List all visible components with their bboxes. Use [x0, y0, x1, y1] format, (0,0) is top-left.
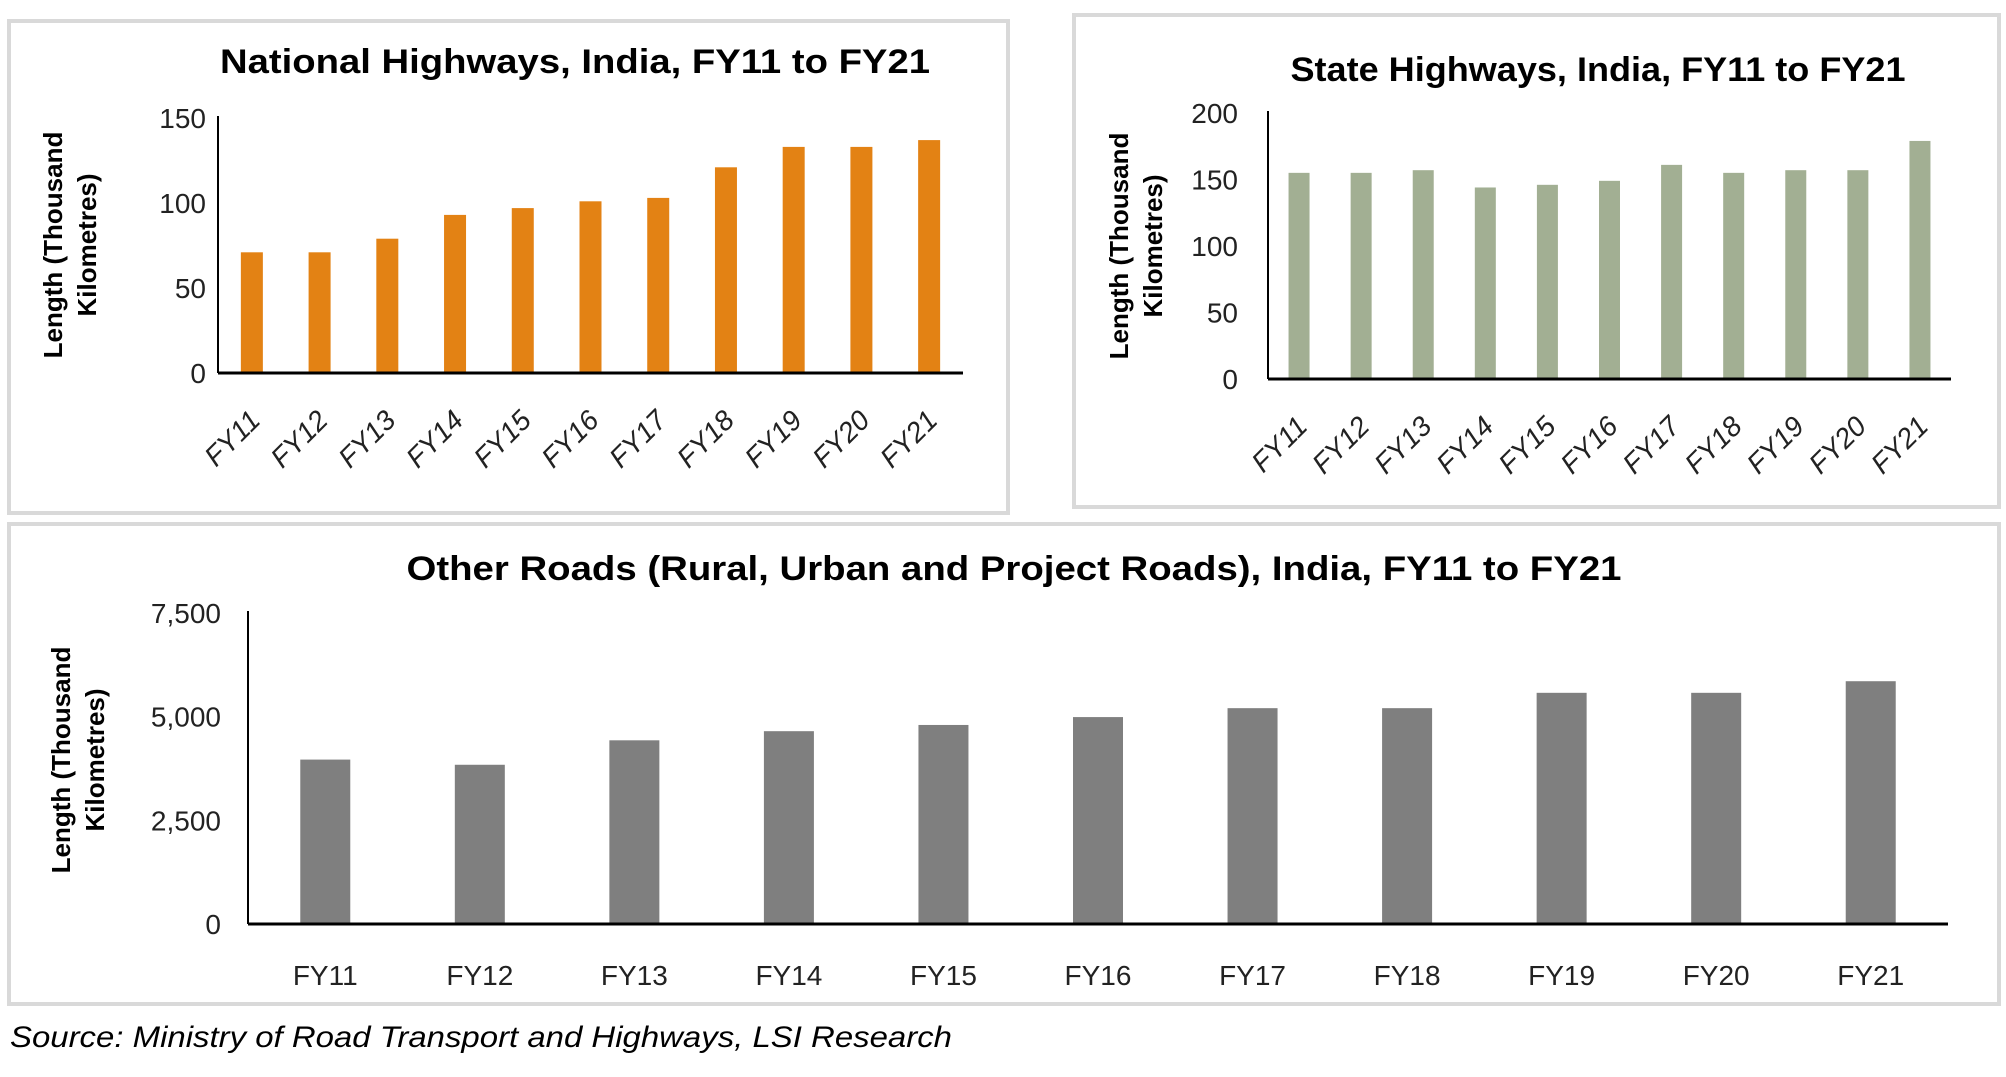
y-tick-label: 100 [1191, 231, 1238, 262]
bar-fy20 [1847, 170, 1869, 379]
bar-fy14 [1474, 187, 1496, 379]
bar-fy18 [714, 167, 737, 373]
source-note: Source: Ministry of Road Transport and H… [10, 1021, 952, 1054]
x-tick-label: FY12 [446, 960, 513, 991]
bar-fy19 [1785, 170, 1807, 379]
x-tick-label: FY15 [910, 960, 977, 991]
x-tick-label: FY14 [755, 960, 822, 991]
bar-fy16 [1073, 717, 1123, 924]
chart-title: State Highways, India, FY11 to FY21 [1291, 51, 1906, 89]
x-tick-label: FY19 [1528, 960, 1595, 991]
y-tick-label: 0 [205, 909, 221, 940]
bar-fy16 [1599, 180, 1620, 379]
bar-fy11 [1288, 172, 1310, 379]
bar-fy15 [918, 724, 969, 924]
bar-fy13 [376, 238, 399, 373]
bar-fy14 [444, 214, 467, 373]
bar-fy15 [511, 208, 534, 373]
y-tick-label: 7,500 [151, 598, 221, 629]
bar-fy20 [850, 146, 873, 373]
bar-fy12 [1350, 172, 1372, 379]
x-tick-label: FY13 [601, 960, 668, 991]
y-tick-label: 0 [190, 358, 206, 389]
y-tick-label: 200 [1191, 98, 1238, 129]
other-roads-chart: Other Roads (Rural, Urban and Project Ro… [46, 550, 1948, 991]
x-tick-label: FY18 [1374, 960, 1441, 991]
y-axis-label-line1: Length (Thousand [46, 647, 76, 874]
bar-fy16 [579, 201, 602, 373]
y-tick-label: 0 [1222, 364, 1238, 395]
bar-fy11 [240, 252, 263, 373]
bar-fy11 [300, 759, 351, 924]
bar-fy21 [1845, 681, 1896, 924]
state-highways-panel [1072, 13, 2001, 509]
y-tick-label: 50 [1207, 298, 1238, 329]
x-tick-label: FY20 [1683, 960, 1750, 991]
y-tick-label: 150 [1191, 165, 1238, 196]
y-tick-label: 2,500 [151, 805, 221, 836]
chart-title: National Highways, India, FY11 to FY21 [220, 43, 930, 81]
bar-fy17 [647, 197, 670, 373]
y-tick-label: 5,000 [151, 702, 221, 733]
bar-fy20 [1691, 692, 1742, 924]
bar-fy13 [1412, 170, 1434, 379]
bar-fy14 [763, 731, 814, 924]
bar-fy18 [1723, 172, 1745, 379]
y-axis-label-line1: Length (Thousand [38, 132, 68, 359]
chart-title: Other Roads (Rural, Urban and Project Ro… [407, 550, 1622, 588]
y-tick-label: 100 [159, 188, 206, 219]
bar-fy12 [454, 764, 505, 924]
y-tick-label: 50 [175, 273, 206, 304]
bar-fy21 [918, 140, 941, 373]
national-highways-panel [7, 19, 1010, 515]
bar-fy18 [1382, 708, 1433, 924]
bar-fy13 [609, 740, 660, 924]
x-tick-label: FY21 [1837, 960, 1904, 991]
bar-fy21 [1909, 140, 1931, 379]
x-tick-label: FY11 [293, 960, 358, 991]
bar-fy15 [1536, 184, 1558, 379]
bar-fy17 [1227, 708, 1278, 924]
x-tick-label: FY17 [1219, 960, 1286, 991]
bar-fy19 [782, 146, 805, 373]
y-axis-label-line2: Kilometres) [72, 173, 102, 316]
bar-fy12 [308, 252, 331, 373]
y-axis-label-line2: Kilometres) [1138, 174, 1168, 317]
bar-fy19 [1536, 692, 1587, 924]
y-axis-label-line2: Kilometres) [80, 688, 110, 831]
y-tick-label: 150 [159, 103, 206, 134]
y-axis-label-line1: Length (Thousand [1104, 133, 1134, 360]
x-tick-label: FY16 [1065, 960, 1132, 991]
bar-fy17 [1661, 164, 1683, 379]
